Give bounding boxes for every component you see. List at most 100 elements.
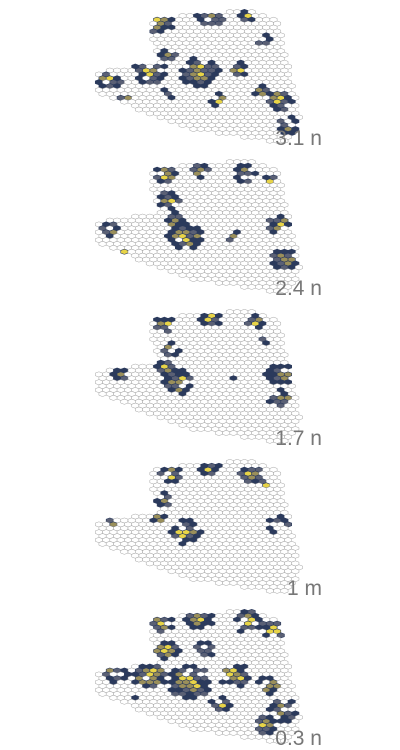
hex-cell xyxy=(135,257,142,262)
hex-map-5 xyxy=(0,600,400,750)
hex-cell xyxy=(255,134,262,139)
hex-cell xyxy=(255,284,262,289)
panel-label-4: 1 m xyxy=(287,578,322,600)
hex-cell xyxy=(241,434,248,439)
hex-cell xyxy=(255,584,262,589)
hex-cell xyxy=(204,276,211,281)
hex-cell xyxy=(223,730,230,735)
hex-cell xyxy=(197,726,204,731)
hex-cell xyxy=(197,426,204,431)
hex-cell xyxy=(135,407,142,412)
hex-map-1 xyxy=(0,0,400,150)
hex-cell xyxy=(215,730,222,735)
hex-cell xyxy=(190,426,197,431)
hex-cell xyxy=(241,134,248,139)
hex-cell xyxy=(110,695,117,700)
hex-cell xyxy=(179,123,186,128)
hex-cell xyxy=(168,719,175,724)
hex-cell xyxy=(179,723,186,728)
hex-cell xyxy=(121,249,128,254)
hex-cell xyxy=(179,273,186,278)
hex-grid xyxy=(95,159,302,293)
hex-cell xyxy=(241,284,248,289)
panel-label-3: 1.7 n xyxy=(275,428,322,450)
hex-cell xyxy=(190,576,197,581)
hex-cell xyxy=(230,580,237,585)
hex-grid xyxy=(95,609,302,743)
hex-cell xyxy=(266,288,273,293)
hex-cell xyxy=(248,584,255,589)
hex-cell xyxy=(146,261,153,266)
hex-grid xyxy=(95,459,302,593)
hex-cell xyxy=(121,399,128,404)
hex-cell xyxy=(223,580,230,585)
hex-cell xyxy=(157,265,164,270)
hex-cell xyxy=(99,391,106,396)
hex-cell xyxy=(248,734,255,739)
hex-cell xyxy=(99,691,106,696)
hex-cell xyxy=(215,580,222,585)
hex-cell xyxy=(266,138,273,143)
hex-cell xyxy=(215,430,222,435)
panel-label-5: 0.3 n xyxy=(275,728,322,750)
hex-cell xyxy=(146,561,153,566)
hex-map-panel-3: 1.7 n xyxy=(0,300,400,450)
hex-cell xyxy=(215,130,222,135)
hex-cell xyxy=(99,91,106,96)
hex-cell xyxy=(179,573,186,578)
hex-map-panel-5: 0.3 n xyxy=(0,600,400,750)
hex-cell xyxy=(146,711,153,716)
hex-cell xyxy=(99,241,106,246)
hex-cell xyxy=(204,126,211,131)
hex-cell xyxy=(157,115,164,120)
hex-map-4 xyxy=(0,450,400,600)
hex-cell xyxy=(99,541,106,546)
hex-cell xyxy=(266,738,273,743)
hex-cell xyxy=(157,415,164,420)
hex-cell xyxy=(157,715,164,720)
hex-cell xyxy=(274,588,281,593)
hex-cell xyxy=(223,130,230,135)
hex-cell xyxy=(248,284,255,289)
hex-cell xyxy=(266,438,273,443)
hex-cell xyxy=(266,588,273,593)
hex-cell xyxy=(135,557,142,562)
hex-cell xyxy=(215,280,222,285)
hex-cell xyxy=(248,134,255,139)
hex-cell xyxy=(121,99,128,104)
hex-cell xyxy=(230,730,237,735)
hex-cell xyxy=(179,423,186,428)
hex-cell xyxy=(135,707,142,712)
hex-cell xyxy=(230,430,237,435)
hex-cell xyxy=(223,280,230,285)
hex-map-panel-1: 3.1 n xyxy=(0,0,400,150)
hex-cell xyxy=(157,565,164,570)
hex-cell xyxy=(190,126,197,131)
hex-cell xyxy=(110,395,117,400)
hex-cell xyxy=(121,699,128,704)
hex-cell xyxy=(230,280,237,285)
hex-cell xyxy=(197,276,204,281)
hex-cell xyxy=(135,107,142,112)
hex-cell xyxy=(110,95,117,100)
panel-label-1: 3.1 n xyxy=(275,128,322,150)
panel-label-2: 2.4 n xyxy=(275,278,322,300)
hex-cell xyxy=(204,726,211,731)
hex-cell xyxy=(168,119,175,124)
hex-map-panel-4: 1 m xyxy=(0,450,400,600)
hex-cell xyxy=(110,545,117,550)
hex-grid xyxy=(95,9,302,143)
hex-cell xyxy=(168,419,175,424)
hex-cell xyxy=(190,726,197,731)
hex-grid xyxy=(95,309,302,443)
hex-cell xyxy=(168,269,175,274)
hex-cell xyxy=(248,434,255,439)
hex-map-2 xyxy=(0,150,400,300)
hex-cell xyxy=(204,576,211,581)
hex-map-panel-2: 2.4 n xyxy=(0,150,400,300)
hex-cell xyxy=(197,576,204,581)
hex-cell xyxy=(146,111,153,116)
hex-cell xyxy=(255,434,262,439)
hex-cell xyxy=(190,276,197,281)
hex-cell xyxy=(168,569,175,574)
